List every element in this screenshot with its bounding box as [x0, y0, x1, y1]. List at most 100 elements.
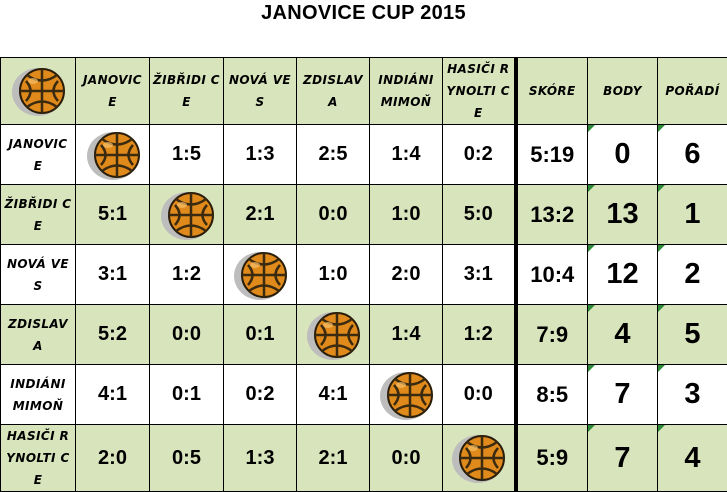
- rank-header-label: POŘADÍ: [663, 84, 721, 98]
- row-team-cell: ŽIBŘIDI CE: [1, 185, 76, 245]
- row-team-label: ŽIBŘIDI CE: [1, 193, 75, 237]
- diagonal-cell: [150, 185, 224, 245]
- row-team-cell: NOVÁ VES: [1, 245, 76, 305]
- match-result: 1:3: [246, 447, 275, 469]
- points-value: 0: [614, 138, 630, 170]
- column-header-label: JANOVIC E: [76, 69, 149, 113]
- result-cell: 0:5: [150, 425, 224, 492]
- column-header: HASIČI RYNOLTI CE: [443, 58, 516, 125]
- row-team-label: ZDISLAV A: [1, 313, 75, 357]
- match-result: 5:1: [98, 203, 127, 225]
- result-cell: 2:1: [224, 185, 297, 245]
- match-result: 2:1: [319, 447, 348, 469]
- row-team-label: HASIČI RYNOLTI CE: [1, 425, 75, 491]
- score-header-label: SKÓRE: [527, 84, 578, 98]
- points-cell: 7: [588, 365, 658, 425]
- diagonal-cell: [370, 365, 443, 425]
- result-cell: 1:0: [297, 245, 370, 305]
- points-value: 12: [606, 258, 638, 290]
- goal-score: 10:4: [530, 262, 574, 287]
- result-cell: 0:1: [150, 365, 224, 425]
- handball-icon: [231, 248, 289, 302]
- goal-score: 13:2: [530, 202, 574, 227]
- points-cell: 12: [588, 245, 658, 305]
- result-cell: 0:0: [150, 305, 224, 365]
- handball-icon: [158, 188, 216, 242]
- match-result: 1:2: [172, 263, 201, 285]
- rank-value: 3: [684, 378, 700, 410]
- match-result: 1:5: [172, 143, 201, 165]
- result-cell: 0:0: [370, 425, 443, 492]
- result-cell: 0:2: [443, 125, 516, 185]
- result-cell: 2:5: [297, 125, 370, 185]
- goal-score: 5:19: [530, 142, 574, 167]
- score-header: SKÓRE: [516, 58, 588, 125]
- match-result: 0:0: [172, 323, 201, 345]
- points-cell: 7: [588, 425, 658, 492]
- match-result: 2:0: [392, 263, 421, 285]
- score-cell: 8:5: [516, 365, 588, 425]
- goal-score: 8:5: [536, 382, 568, 407]
- rank-value: 1: [684, 198, 700, 230]
- table-row: JANOVIC E 1:5 1:3 2:5 1:4 0:2 5:19 0 6: [1, 125, 727, 185]
- match-result: 0:0: [319, 203, 348, 225]
- rank-header: POŘADÍ: [658, 58, 727, 125]
- rank-value: 6: [684, 138, 700, 170]
- result-cell: 1:2: [150, 245, 224, 305]
- row-team-cell: JANOVIC E: [1, 125, 76, 185]
- result-cell: 3:1: [76, 245, 150, 305]
- result-cell: 5:1: [76, 185, 150, 245]
- match-result: 0:0: [392, 447, 421, 469]
- match-result: 1:4: [392, 143, 421, 165]
- handball-icon: [9, 64, 67, 118]
- corner-cell: [1, 58, 76, 125]
- row-team-label: INDIÁNI MIMOŇ: [1, 373, 75, 417]
- match-result: 3:1: [98, 263, 127, 285]
- match-result: 0:0: [464, 383, 493, 405]
- match-result: 1:2: [464, 323, 493, 345]
- points-header: BODY: [588, 58, 658, 125]
- points-cell: 0: [588, 125, 658, 185]
- match-result: 1:3: [246, 143, 275, 165]
- column-header-label: INDIÁNI MIMOŇ: [370, 69, 442, 113]
- match-result: 5:0: [464, 203, 493, 225]
- result-cell: 0:1: [224, 305, 297, 365]
- goal-score: 5:9: [536, 445, 568, 470]
- rank-cell: 2: [658, 245, 727, 305]
- handball-icon: [84, 128, 142, 182]
- result-cell: 5:0: [443, 185, 516, 245]
- column-header: ŽIBŘIDI CE: [150, 58, 224, 125]
- result-cell: 3:1: [443, 245, 516, 305]
- result-cell: 1:4: [370, 305, 443, 365]
- result-cell: 0:0: [297, 185, 370, 245]
- column-header-label: ZDISLAV A: [297, 69, 369, 113]
- score-cell: 5:19: [516, 125, 588, 185]
- result-cell: 1:5: [150, 125, 224, 185]
- result-cell: 1:4: [370, 125, 443, 185]
- match-result: 2:0: [98, 447, 127, 469]
- result-cell: 4:1: [297, 365, 370, 425]
- result-cell: 5:2: [76, 305, 150, 365]
- match-result: 0:1: [172, 383, 201, 405]
- table-row: NOVÁ VES 3:1 1:2 1:0 2:0 3:1 10:4 12 2: [1, 245, 727, 305]
- column-header: JANOVIC E: [76, 58, 150, 125]
- column-header-label: ŽIBŘIDI CE: [150, 69, 223, 113]
- column-header-label: HASIČI RYNOLTI CE: [443, 58, 514, 124]
- points-cell: 4: [588, 305, 658, 365]
- points-value: 13: [606, 198, 638, 230]
- match-result: 0:5: [172, 447, 201, 469]
- match-result: 0:2: [464, 143, 493, 165]
- row-team-cell: INDIÁNI MIMOŇ: [1, 365, 76, 425]
- row-team-label: NOVÁ VES: [1, 253, 75, 297]
- score-cell: 7:9: [516, 305, 588, 365]
- rank-value: 2: [684, 258, 700, 290]
- column-header-label: NOVÁ VES: [224, 69, 296, 113]
- column-header: ZDISLAV A: [297, 58, 370, 125]
- result-cell: 2:1: [297, 425, 370, 492]
- handball-icon: [304, 308, 362, 362]
